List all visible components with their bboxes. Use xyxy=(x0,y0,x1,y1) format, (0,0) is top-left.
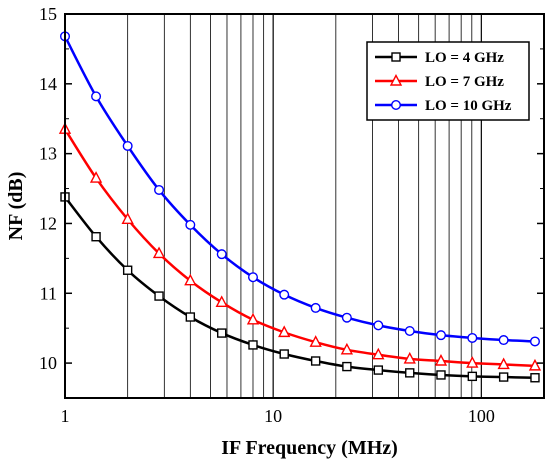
legend: LO = 4 GHz LO = 7 GHz LO = 10 GHz xyxy=(366,41,530,121)
series-3-point xyxy=(529,336,540,347)
y-tick-label: 11 xyxy=(40,283,57,303)
series-1-point xyxy=(498,372,509,382)
legend-entry: LO = 10 GHz xyxy=(425,98,512,114)
x-tick-label: 1 xyxy=(61,406,70,426)
y-axis-ticks: 10 11 12 13 14 15 xyxy=(39,4,544,399)
y-tick-label: 14 xyxy=(39,74,57,94)
series-2-point xyxy=(246,312,260,325)
series-3-point xyxy=(185,219,196,230)
legend-entry: LO = 7 GHz xyxy=(425,74,504,90)
x-axis-ticks: 1 10 100 xyxy=(61,406,495,426)
series-3-point xyxy=(373,320,384,331)
series-2-point xyxy=(215,295,228,308)
x-tick-label: 100 xyxy=(468,406,495,426)
series-3-point xyxy=(154,184,165,195)
series-3-point xyxy=(247,272,258,283)
series-1-point xyxy=(342,361,352,372)
series-1-point xyxy=(154,291,164,301)
series-2-point xyxy=(466,356,479,368)
series-1-point xyxy=(279,349,289,359)
y-tick-label: 15 xyxy=(39,4,57,24)
series-1-point xyxy=(310,356,321,366)
legend-swatch-marker xyxy=(391,99,402,110)
series-2-point xyxy=(434,353,448,366)
series-3-point xyxy=(498,335,509,346)
series-2-point xyxy=(372,347,385,360)
series-2-point xyxy=(528,358,542,371)
series-2-point xyxy=(278,325,291,338)
series-1-point xyxy=(405,368,415,378)
x-tick-label: 10 xyxy=(264,406,282,426)
series-1-point xyxy=(91,232,101,242)
series-2-point xyxy=(152,246,166,259)
series-1-point xyxy=(122,265,133,275)
series-3-point xyxy=(279,289,290,300)
series-3-point xyxy=(404,325,415,336)
series-2-point xyxy=(309,335,322,347)
legend-swatch-marker xyxy=(389,73,403,86)
series-1-point xyxy=(248,340,258,350)
legend-entry: LO = 4 GHz xyxy=(425,50,504,66)
series-line-3 xyxy=(63,35,536,343)
series-1-point xyxy=(185,312,196,322)
series-line-2 xyxy=(63,128,536,368)
series-3-point xyxy=(435,330,446,341)
series-1-point xyxy=(530,373,540,383)
series-2-point xyxy=(340,342,354,355)
series-1-point xyxy=(373,365,384,375)
series-group xyxy=(58,31,542,383)
series-2-point xyxy=(403,351,416,364)
plot-frame xyxy=(64,13,545,399)
y-tick-label: 13 xyxy=(39,144,57,164)
series-1-point xyxy=(436,370,446,380)
series-line-1 xyxy=(64,196,536,380)
series-2-point xyxy=(184,273,197,286)
series-3-point xyxy=(341,312,352,323)
y-tick-label: 10 xyxy=(39,353,57,373)
series-2-point xyxy=(89,171,103,183)
x-axis-title: IF Frequency (MHz) xyxy=(221,437,398,459)
series-1-point xyxy=(467,371,478,382)
legend-swatch-marker xyxy=(391,52,401,62)
series-3-point xyxy=(216,249,227,260)
series-3-point xyxy=(467,332,478,343)
series-3-point xyxy=(122,140,133,151)
series-3-point xyxy=(310,302,321,313)
series-2-point xyxy=(497,357,510,370)
y-axis-title: NF (dB) xyxy=(5,172,27,241)
y-tick-label: 12 xyxy=(39,213,57,233)
series-2-point xyxy=(121,212,134,224)
series-3-point xyxy=(91,91,102,102)
series-1-point xyxy=(217,328,227,338)
